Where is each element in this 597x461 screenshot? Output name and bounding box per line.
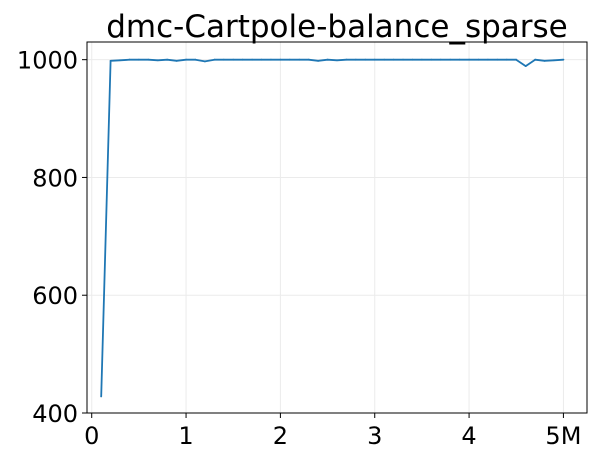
data-point: [241, 58, 244, 61]
x-tick-label: 3: [367, 422, 382, 450]
y-tick-label: 1000: [17, 47, 78, 75]
y-tick-label: 800: [32, 164, 78, 192]
data-point: [175, 59, 178, 62]
data-point: [185, 58, 187, 61]
data-point: [298, 58, 301, 61]
data-point: [156, 59, 159, 62]
data-point: [534, 58, 537, 61]
data-point: [468, 58, 470, 61]
data-point: [562, 58, 565, 61]
data-point: [373, 58, 376, 61]
x-tick-label: 1: [178, 422, 193, 450]
data-point: [515, 58, 518, 61]
data-point: [147, 58, 150, 61]
data-point: [128, 58, 131, 61]
data-point: [458, 58, 461, 61]
y-tick-label: 600: [32, 282, 78, 310]
data-point: [279, 58, 282, 61]
data-point: [487, 58, 489, 61]
data-point: [392, 58, 395, 61]
data-point: [204, 60, 206, 63]
series-layer: [100, 58, 565, 398]
data-point: [317, 59, 320, 62]
data-point: [100, 395, 103, 398]
x-tick-label: 4: [461, 422, 476, 450]
data-point: [251, 58, 253, 61]
data-point: [137, 58, 140, 61]
data-point: [543, 59, 546, 62]
data-point: [260, 58, 263, 61]
data-point: [345, 58, 348, 61]
data-point: [326, 58, 329, 61]
data-point: [524, 65, 527, 68]
data-point: [477, 58, 480, 61]
data-point: [232, 58, 235, 61]
plot-area-frame: [86, 41, 588, 414]
data-point: [307, 58, 310, 61]
y-tick-label: 400: [32, 400, 78, 428]
data-point: [505, 58, 508, 61]
data-point: [430, 58, 433, 61]
data-point: [449, 58, 452, 61]
data-point: [119, 59, 121, 62]
data-point: [439, 58, 442, 61]
data-point: [336, 59, 338, 62]
data-point: [194, 58, 197, 61]
chart-title: dmc-Cartpole-balance_sparse: [106, 9, 568, 45]
data-point: [421, 58, 423, 61]
data-point: [354, 58, 357, 61]
data-point: [402, 58, 404, 61]
data-point: [553, 59, 555, 62]
data-point: [213, 58, 216, 61]
data-point: [109, 59, 112, 62]
data-point: [496, 58, 499, 61]
series-line-0: [100, 58, 564, 397]
data-point: [222, 58, 225, 61]
data-point: [383, 58, 386, 61]
x-tick-label: 2: [273, 422, 288, 450]
data-point: [270, 58, 272, 61]
x-tick-label: 5M: [545, 422, 581, 450]
x-tick-label: 0: [84, 422, 99, 450]
data-point: [364, 58, 367, 61]
ticks: 0 1 2 3 4 5M 400 600 800 1000: [17, 47, 581, 450]
grid: [87, 42, 587, 414]
data-point: [166, 58, 169, 61]
data-point: [411, 58, 414, 61]
data-point: [288, 58, 291, 61]
